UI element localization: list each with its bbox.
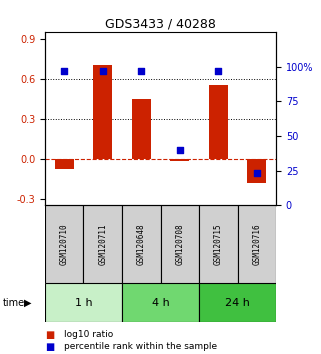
Text: GSM120711: GSM120711 [98,223,107,265]
Bar [132,98,151,159]
Bar [199,205,238,283]
Text: ▶: ▶ [23,298,31,308]
Bar [93,65,112,159]
Bar [209,85,228,159]
Point [177,147,182,153]
Bar [122,283,199,322]
Text: log10 ratio: log10 ratio [64,330,113,339]
Point [254,171,259,176]
Text: ■: ■ [45,330,54,339]
Point [139,68,144,74]
Bar [238,205,276,283]
Point [100,68,105,74]
Text: GSM120710: GSM120710 [60,223,69,265]
Bar [45,283,122,322]
Bar [170,159,189,161]
Bar [160,205,199,283]
Point [216,68,221,74]
Bar [45,205,83,283]
Text: 24 h: 24 h [225,298,250,308]
Text: 1 h: 1 h [75,298,92,308]
Text: GSM120715: GSM120715 [214,223,223,265]
Title: GDS3433 / 40288: GDS3433 / 40288 [105,18,216,31]
Text: ■: ■ [45,342,54,352]
Text: GSM120648: GSM120648 [137,223,146,265]
Text: GSM120716: GSM120716 [252,223,261,265]
Text: percentile rank within the sample: percentile rank within the sample [64,342,217,352]
Text: GSM120708: GSM120708 [175,223,184,265]
Bar [55,159,74,169]
Text: 4 h: 4 h [152,298,169,308]
Bar [83,205,122,283]
Text: time: time [3,298,25,308]
Bar [199,283,276,322]
Point [62,68,67,74]
Bar [122,205,160,283]
Bar [247,159,266,183]
